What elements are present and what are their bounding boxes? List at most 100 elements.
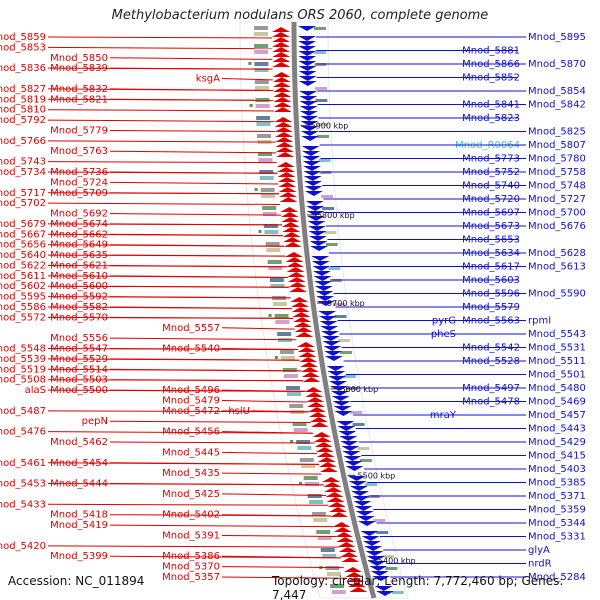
forward-gene-arrow: [306, 211, 325, 216]
gene-label: Mnod_5572: [0, 312, 46, 323]
kbp-tick-label: 5900 kbp: [311, 122, 349, 131]
forward-gene-arrow: [362, 541, 381, 546]
forward-gene-arrow: [318, 311, 337, 316]
gene-label: Mnod_5391: [162, 530, 220, 541]
reverse-gene-arrow: [291, 307, 310, 312]
forward-gene-arrow: [304, 186, 323, 191]
reverse-gene-arrow: [276, 162, 295, 167]
forward-gene-arrow: [340, 441, 359, 446]
reverse-gene-arrow: [328, 507, 347, 512]
gene-label: Mnod_5579: [462, 302, 520, 313]
feature-block: [254, 62, 269, 66]
feature-block: [279, 350, 294, 354]
forward-gene-arrow: [302, 156, 321, 161]
gene-label: Mnod_5590: [528, 289, 586, 300]
reverse-gene-arrow: [293, 322, 312, 327]
gene-label: Mnod_5433: [0, 499, 46, 510]
gene-label: Mnod_5435: [162, 468, 220, 479]
feature-block: [259, 176, 274, 180]
kbp-tick-label: 5400 kbp: [378, 557, 416, 566]
reverse-strand-genes: [272, 27, 368, 592]
feature-block: [350, 411, 363, 414]
forward-gene-arrow: [308, 226, 327, 231]
gene-label: Mnod_5881: [462, 46, 520, 57]
reverse-gene-arrow: [281, 222, 300, 227]
reverse-gene-arrow: [304, 387, 323, 392]
gene-label: Mnod_5425: [162, 489, 220, 500]
forward-gene-arrow: [333, 406, 352, 411]
forward-gene-arrow: [307, 221, 326, 226]
reverse-gene-arrow: [272, 42, 291, 47]
reverse-gene-arrow: [313, 437, 332, 442]
gene-leader-line: [109, 285, 289, 288]
reverse-gene-arrow: [319, 467, 338, 472]
gene-label: Mnod_5743: [0, 157, 46, 168]
reverse-gene-arrow: [280, 212, 299, 217]
gene-leader-line: [47, 109, 274, 112]
gene-label: Mnod_5628: [528, 248, 586, 259]
reverse-gene-arrow: [279, 192, 298, 197]
gene-leader-line: [109, 233, 284, 237]
gene-leader-line: [109, 441, 315, 444]
gene-label: Mnod_5836: [0, 63, 46, 74]
reverse-gene-arrow: [294, 327, 313, 332]
gene-label: Mnod_5480: [528, 383, 586, 394]
forward-gene-arrow: [299, 91, 318, 96]
feature-block: [282, 368, 297, 372]
reverse-gene-arrow: [283, 237, 302, 242]
gene-leader-line: [109, 213, 281, 216]
gene-label: Mnod_5810: [0, 105, 46, 116]
feature-block: [283, 374, 298, 378]
gene-label: Mnod_5676: [528, 221, 586, 232]
gene-label: Mnod_5807: [528, 140, 586, 151]
gene-label: Mnod_5556: [50, 333, 108, 344]
reverse-gene-arrow: [314, 442, 333, 447]
feature-block: [254, 50, 269, 54]
forward-gene-arrow: [369, 566, 388, 571]
gene-label: Mnod_5540: [162, 344, 220, 355]
reverse-gene-arrow: [292, 312, 311, 317]
gene-label: Mnod_5622: [0, 260, 46, 271]
reverse-gene-arrow: [272, 37, 291, 42]
reverse-gene-arrow: [299, 357, 318, 362]
gene-label: Mnod_5503: [50, 375, 108, 386]
gene-label: Mnod_5792: [0, 115, 46, 126]
forward-gene-arrow: [370, 571, 389, 576]
track-band: [239, 21, 409, 599]
forward-gene-arrow: [299, 111, 318, 116]
gene-label: Mnod_5548: [0, 344, 46, 355]
forward-gene-arrow: [353, 501, 372, 506]
feature-block: [318, 159, 331, 162]
reverse-gene-arrow: [274, 122, 293, 127]
gene-leader-line: [47, 46, 273, 50]
forward-gene-arrow: [298, 71, 317, 76]
feature-block: [258, 158, 273, 162]
gene-label: Mnod_5825: [528, 127, 586, 138]
feature-block: [255, 104, 270, 108]
feature-block: [289, 404, 304, 408]
reverse-gene-arrow: [272, 32, 291, 37]
reverse-gene-arrow: [273, 107, 292, 112]
kbp-tick-label: 5700 kbp: [327, 299, 365, 308]
gene-label: Mnod_5586: [0, 302, 46, 313]
reverse-gene-arrow: [288, 282, 307, 287]
gene-label: Mnod_5357: [162, 572, 220, 583]
feature-block: [334, 315, 347, 318]
forward-gene-arrow: [360, 531, 379, 536]
gene-label: Mnod_5476: [0, 427, 46, 438]
feature-block: [274, 356, 278, 359]
gene-label: Mnod_5453: [0, 479, 46, 490]
reverse-gene-arrow: [327, 502, 346, 507]
gene-label: Mnod_5344: [528, 518, 586, 529]
gene-label: Mnod_5331: [528, 532, 586, 543]
feature-block: [256, 116, 271, 120]
reverse-gene-arrow: [332, 522, 351, 527]
reverse-gene-arrow: [308, 412, 327, 417]
forward-gene-arrow: [306, 206, 325, 211]
gene-label: Mnod_5557: [162, 323, 220, 334]
forward-gene-arrow: [358, 521, 377, 526]
reverse-gene-arrow: [300, 362, 319, 367]
reverse-gene-arrow: [287, 277, 306, 282]
gene-leader-line: [221, 576, 347, 579]
feature-block: [254, 68, 269, 72]
